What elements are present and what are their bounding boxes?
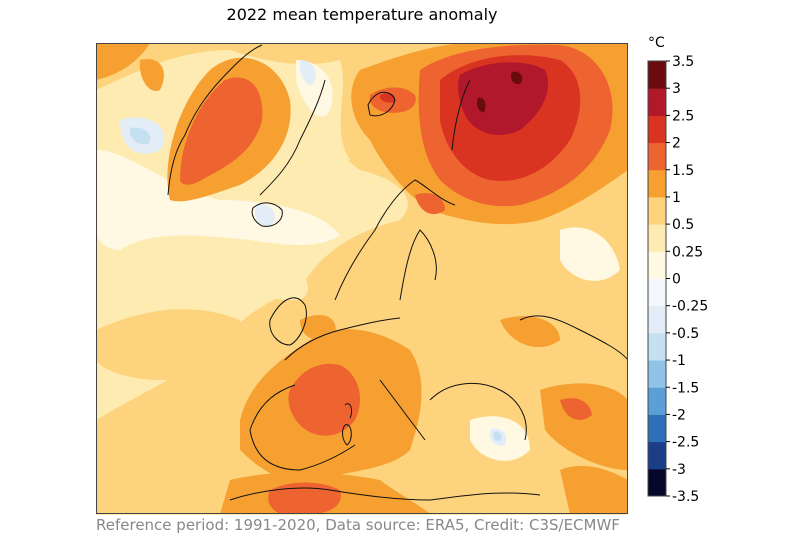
colorbar-bin	[648, 224, 666, 252]
anomaly-band-3-3.5	[476, 71, 523, 113]
coastline-scandinavia	[334, 179, 456, 301]
colorbar-bin	[648, 332, 666, 361]
colorbar-bin	[648, 441, 666, 470]
colorbar-bin	[648, 468, 666, 497]
coastline-europe	[249, 315, 628, 471]
coastline-north-africa	[229, 487, 541, 501]
colorbar-tick-label: -1.5	[672, 380, 699, 396]
colorbar: °C -3.5 -3 -2.5 -2 -1.5 -1 -0.5 -0.25 0 0.25 0.5 1 1.…	[647, 35, 708, 505]
colorbar-tick-label: -0.5	[672, 326, 699, 342]
colorbar-tick-label: 2	[672, 136, 681, 152]
coastline-svalbard	[367, 91, 396, 117]
colorbar-bin	[648, 251, 666, 279]
anomaly-band-2.5-3	[457, 62, 549, 135]
colorbar-tick-label: -3	[672, 462, 686, 478]
anomaly-map	[96, 43, 628, 515]
anomaly-band-neg-0.5-neg-0.25	[129, 127, 502, 442]
colorbar-bin	[648, 142, 666, 171]
coastline-novaya-zemlya	[451, 79, 471, 151]
colorbar-tick-label: -3.5	[672, 489, 699, 505]
colorbar-unit: °C	[648, 35, 665, 51]
colorbar-bin	[648, 61, 666, 89]
credit-text: Reference period: 1991-2020, Data source…	[96, 516, 620, 534]
colorbar-tick-label: -0.25	[672, 299, 708, 315]
colorbar-bin	[648, 387, 666, 415]
colorbar-bin	[648, 278, 666, 307]
colorbar-bin	[648, 88, 666, 116]
colorbar-tick-label: 3	[672, 81, 681, 97]
coastlines	[167, 44, 628, 501]
colorbar-bin	[648, 196, 666, 225]
colorbar-tick-label: 0	[672, 272, 681, 288]
colorbar-tick-label: 3.5	[672, 54, 694, 70]
colorbar-tick-label: -2.5	[672, 435, 699, 451]
map-frame	[96, 43, 628, 514]
anomaly-band-0-0.25	[96, 60, 620, 461]
colorbar-tick-label: 1	[672, 190, 681, 206]
coastline-greenland	[167, 44, 326, 196]
colorbar-bin	[648, 414, 666, 443]
colorbar-tick-label: 2.5	[672, 108, 694, 124]
colorbar-bin	[648, 360, 666, 388]
coastline-british-isles	[269, 297, 307, 346]
colorbar-bin	[648, 169, 666, 198]
colorbar-tick-label: 0.25	[672, 244, 703, 260]
coastline-iceland	[251, 202, 283, 227]
chart-title: 2022 mean temperature anomaly	[226, 5, 498, 24]
colorbar-tick-label: -2	[672, 407, 686, 423]
colorbar-tick-label: 0.5	[672, 217, 694, 233]
coastline-corsica-sardinia	[342, 403, 353, 446]
colorbar-tick-label: -1	[672, 353, 686, 369]
colorbar-tick-label: 1.5	[672, 163, 694, 179]
colorbar-bin	[648, 115, 666, 144]
colorbar-bin	[648, 305, 666, 334]
